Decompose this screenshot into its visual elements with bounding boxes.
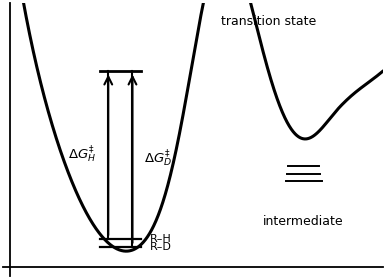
- Text: intermediate: intermediate: [263, 215, 344, 228]
- Text: R–H: R–H: [150, 234, 171, 244]
- Text: R–D: R–D: [150, 242, 172, 252]
- Text: $\Delta G^{\ddag}_{H}$: $\Delta G^{\ddag}_{H}$: [68, 145, 96, 165]
- Text: transition state: transition state: [222, 15, 317, 28]
- Text: $\Delta G^{\ddag}_{D}$: $\Delta G^{\ddag}_{D}$: [144, 149, 173, 169]
